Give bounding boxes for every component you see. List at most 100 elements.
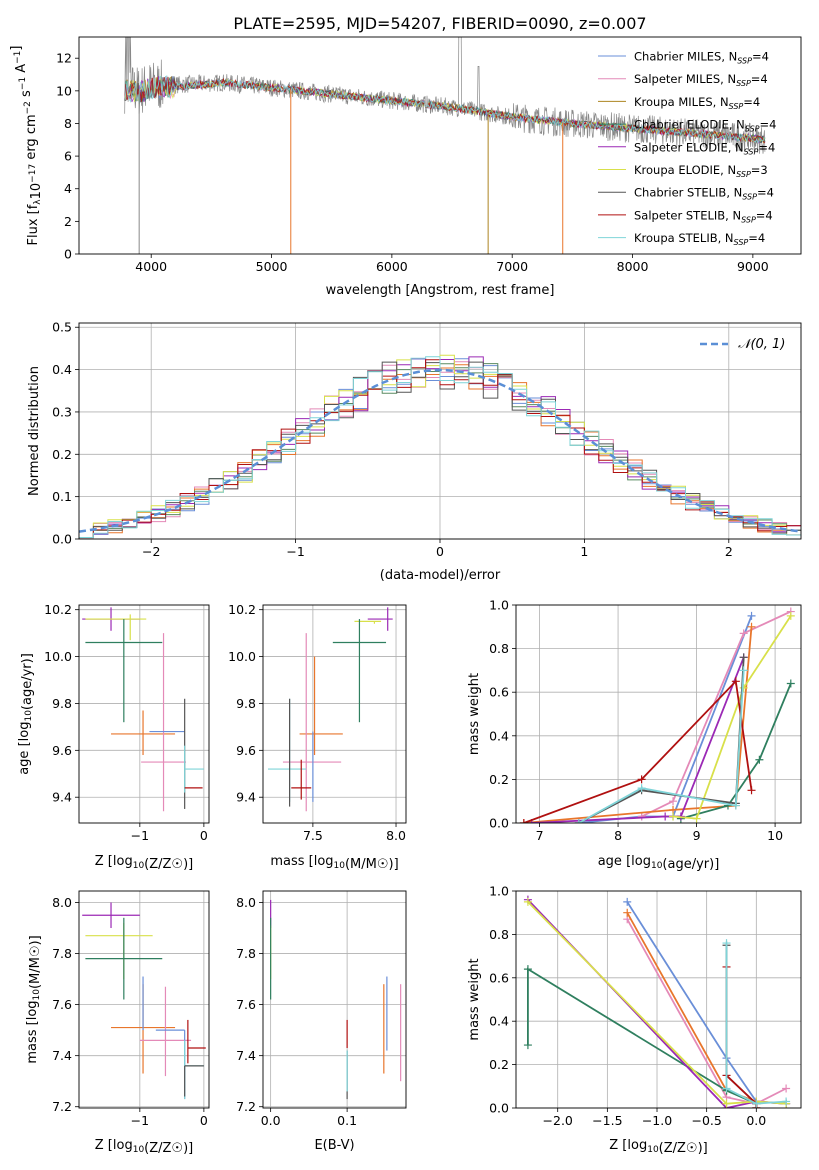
weight-marker xyxy=(637,775,646,784)
tick-label-y: 7.6 xyxy=(236,997,256,1012)
tick-label-x: 5000 xyxy=(256,259,288,274)
panel-age_vs_Z: −1 0 9.4 9.6 9.8 10.0 10.2 Z [log10(Z/Z☉)] age [… xyxy=(17,602,210,872)
axes-frame xyxy=(78,36,802,255)
weight-marker xyxy=(755,755,764,764)
axes-frame xyxy=(515,604,802,824)
panel-weight_vs_age: 7 8 9 10 0.0 0.2 0.4 0.6 0.8 1.0 age [log10(age/yr… xyxy=(467,598,802,872)
tick-label-y: 1.0 xyxy=(489,884,509,899)
x-axis-label: wavelength [Angstrom, rest frame] xyxy=(326,283,555,298)
tick-label-y: 0.1 xyxy=(52,489,72,504)
weight-marker xyxy=(623,908,632,917)
error-bar-point xyxy=(367,607,393,631)
tick-label-x: 9000 xyxy=(737,259,769,274)
error-bar-point xyxy=(187,1019,206,1064)
tick-label-y: 0.2 xyxy=(489,772,509,787)
tick-label-y: 8 xyxy=(64,116,72,131)
weight-marker xyxy=(661,812,670,821)
legend-label: Chabrier STELIB, NSSP=4 xyxy=(634,186,774,202)
tick-label-y: 8.0 xyxy=(52,895,72,910)
weight-marker xyxy=(747,611,756,620)
weight-line xyxy=(725,967,758,1108)
panel-mass_vs_ebv: 0.0 0.1 7.2 7.4 7.6 7.8 8.0 E(B-V) xyxy=(236,890,407,1153)
gaussian-curve xyxy=(79,368,801,533)
tick-label-y: 7.4 xyxy=(236,1048,256,1063)
tick-label-y: 10 xyxy=(56,83,72,98)
tick-label-y: 10.2 xyxy=(44,602,72,617)
x-axis-label: (data-model)/error xyxy=(380,568,501,583)
tick-label-x: 6000 xyxy=(376,259,408,274)
tick-label-x: 8000 xyxy=(617,259,649,274)
weight-line xyxy=(725,945,758,1108)
tick-label-x: −1.0 xyxy=(642,1113,672,1128)
tick-label-x: −1.5 xyxy=(592,1113,622,1128)
error-bar-point xyxy=(85,614,147,641)
weight-marker xyxy=(523,897,532,906)
tick-label-y: 0.2 xyxy=(489,1057,509,1072)
weight-marker xyxy=(752,1099,761,1108)
error-bar-point xyxy=(111,710,176,756)
axes-frame xyxy=(78,604,210,824)
weight-line xyxy=(680,683,792,820)
tick-label-x: −0.5 xyxy=(691,1113,721,1128)
panel-weight_vs_Z: −2.0 −1.5 −1.0 −0.5 0.0 0.0 0.2 0.4 0.6 0.8 1.0 Z [… xyxy=(467,884,802,1156)
tick-label-y: 0.3 xyxy=(52,404,72,419)
plot-area xyxy=(267,607,393,812)
tick-label-x: 7 xyxy=(536,828,544,843)
x-axis-label: mass [log10(M/M☉)] xyxy=(270,854,398,872)
weight-marker xyxy=(519,819,528,823)
y-axis-label: Normed distribution xyxy=(27,366,42,496)
tick-label-y: 0 xyxy=(64,247,72,262)
weight-marker xyxy=(637,784,646,793)
x-axis-label: E(B-V) xyxy=(314,1138,354,1153)
chart-layer: 4000 5000 6000 7000 8000 9000024681012wavelen… xyxy=(9,36,802,1156)
weight-marker xyxy=(574,819,583,823)
tick-label-x: −2 xyxy=(142,544,160,559)
error-bar-point xyxy=(82,902,140,929)
tick-label-y: 7.4 xyxy=(52,1048,72,1063)
legend: 𝒩(0, 1) xyxy=(700,337,785,352)
weight-line xyxy=(531,656,745,823)
legend-label: Kroupa ELODIE, NSSP=3 xyxy=(634,163,768,179)
error-bar-point xyxy=(184,1065,204,1097)
tick-label-y: 7.8 xyxy=(52,946,72,961)
y-axis-label: mass weight xyxy=(467,958,482,1040)
weight-marker xyxy=(669,812,678,821)
tick-label-x: 0 xyxy=(436,544,444,559)
tick-label-y: 2 xyxy=(64,214,72,229)
tick-label-y: 0.0 xyxy=(489,816,509,831)
weight-line xyxy=(523,679,753,823)
grid xyxy=(79,891,209,1108)
weight-marker xyxy=(722,939,731,948)
weight-marker xyxy=(747,622,756,631)
x-axis-label: age [log10(age/yr)] xyxy=(598,854,720,872)
weight-marker xyxy=(747,786,756,795)
weight-line xyxy=(672,615,792,820)
weight-line xyxy=(578,670,745,823)
legend: Chabrier MILES, NSSP=4 Salpeter MILES, NS… xyxy=(598,50,776,247)
error-bar-point xyxy=(85,619,163,723)
error-bar-point xyxy=(354,620,382,624)
weight-marker xyxy=(722,1084,731,1093)
legend-label: Chabrier MILES, NSSP=4 xyxy=(634,50,769,66)
tick-label-x: 2 xyxy=(725,544,733,559)
y-axis-label: mass weight xyxy=(467,673,482,755)
tick-label-y: 8.0 xyxy=(236,895,256,910)
grid xyxy=(263,605,406,823)
tick-label-y: 0.4 xyxy=(52,362,72,377)
axes-frame xyxy=(78,890,210,1109)
legend-label: Chabrier ELODIE, NSSP=4 xyxy=(634,118,776,134)
weight-marker xyxy=(523,965,532,974)
weight-marker xyxy=(692,814,701,823)
weight-line xyxy=(527,967,757,1105)
grid xyxy=(516,604,801,824)
legend-label: Kroupa STELIB, NSSP=4 xyxy=(634,231,765,247)
tick-label-x: 0.1 xyxy=(337,1113,357,1128)
tick-label-y: 0.6 xyxy=(489,685,509,700)
tick-label-y: 9.6 xyxy=(236,743,256,758)
tick-label-y: 0.8 xyxy=(489,641,509,656)
tick-label-y: 0.6 xyxy=(489,970,509,985)
tick-label-y: 10.0 xyxy=(228,649,256,664)
y-axis-label: age [log10(age/yr)] xyxy=(17,653,35,775)
tick-label-y: 4 xyxy=(64,181,72,196)
tick-label-y: 9.8 xyxy=(52,696,72,711)
